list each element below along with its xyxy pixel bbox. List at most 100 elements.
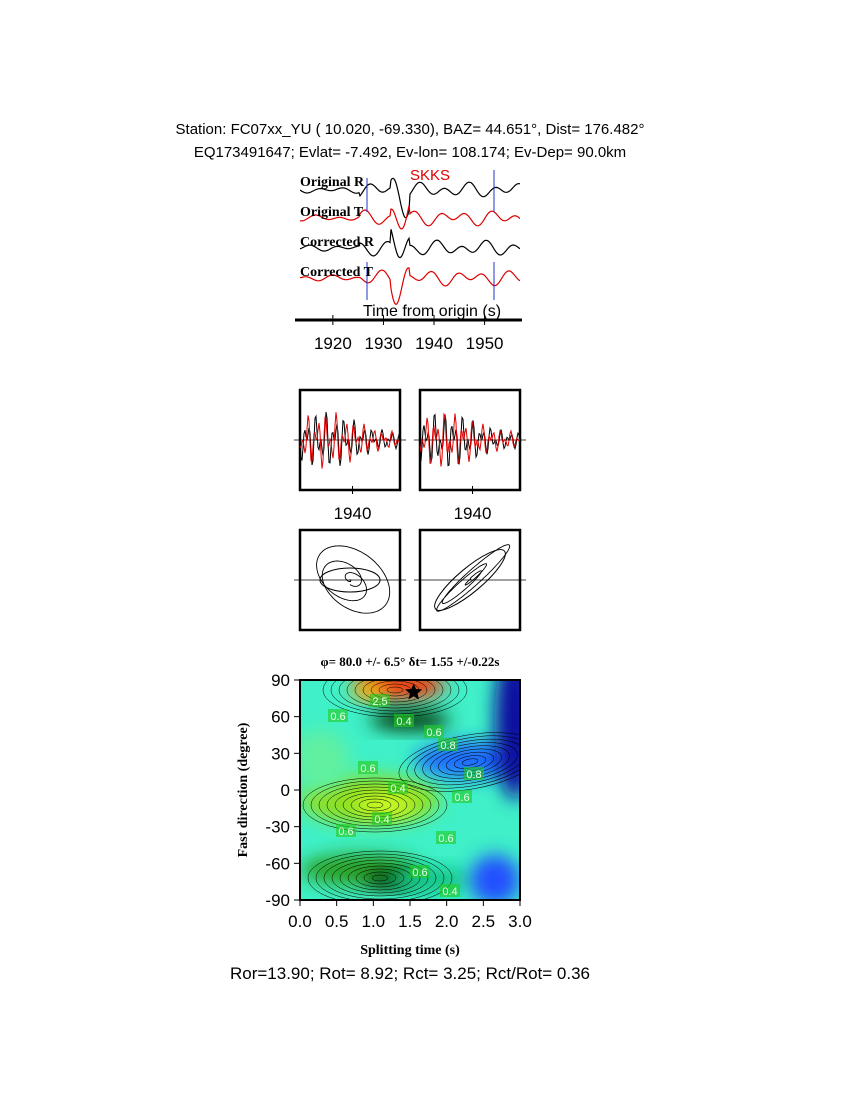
- contour-label-box: [438, 738, 458, 751]
- header-line: EQ173491647; Evlat= -7.492, Ev-lon= 108.…: [194, 144, 626, 161]
- contour-label-box: [394, 714, 414, 727]
- contour-line: [398, 732, 520, 792]
- contour-label: 0.6: [438, 833, 453, 845]
- contour-label-box: [358, 761, 378, 774]
- x-tick-label: 2.0: [435, 912, 459, 931]
- particle-path: [436, 544, 511, 612]
- contour-label-box: [328, 709, 348, 722]
- trace-label: Corrected R: [300, 235, 375, 250]
- contour-label: 0.6: [426, 727, 441, 739]
- traces: [300, 177, 520, 306]
- contour-line: [371, 874, 389, 882]
- contour-line: [461, 758, 479, 766]
- contour-line: [363, 871, 397, 885]
- contour-label-box: [388, 781, 408, 794]
- x-tick-label: 1920: [314, 334, 352, 353]
- contour-line: [355, 868, 405, 888]
- x-tick-label: 1940: [454, 504, 492, 523]
- contour-line: [307, 850, 453, 900]
- contour-label: 0.8: [440, 740, 455, 752]
- contour-line: [406, 735, 520, 789]
- contour-line: [386, 686, 404, 694]
- contour-label: 0.4: [374, 814, 389, 826]
- contour-label-box: [336, 824, 356, 837]
- particle-path: [316, 545, 391, 614]
- waveform: [300, 177, 520, 219]
- y-tick-label: -30: [265, 818, 290, 837]
- contour-label-box: [464, 767, 484, 780]
- best-fit-star: [405, 683, 423, 700]
- waveform: [420, 412, 520, 467]
- phase-label: SKKS: [410, 167, 450, 184]
- particle-ellipse: [434, 549, 506, 611]
- contour-line: [414, 738, 520, 786]
- x-tick-label: 1940: [334, 504, 372, 523]
- waveform: [300, 267, 520, 306]
- particle-motion: [316, 545, 391, 614]
- contour-line: [354, 680, 436, 706]
- contour-label-box: [436, 831, 456, 844]
- waveform: [300, 205, 520, 230]
- map-region: [300, 730, 350, 790]
- map-region: [355, 795, 415, 815]
- contour-label: 0.4: [390, 783, 405, 795]
- y-tick-label: 60: [271, 708, 290, 727]
- contour-line: [358, 798, 392, 812]
- x-tick-label: 1.0: [362, 912, 386, 931]
- contour-label: 0.4: [396, 716, 411, 728]
- waveform-overlay: [300, 411, 400, 469]
- y-tick-label: 0: [281, 781, 290, 800]
- contour-label: 0.6: [412, 867, 427, 879]
- x-tick-label: 1.5: [398, 912, 422, 931]
- map-region: [415, 742, 520, 778]
- grid-search-map: 0.62.50.40.60.80.80.60.40.60.40.60.60.60…: [300, 680, 520, 900]
- y-axis-label: Fast direction (degree): [236, 722, 251, 857]
- map-region: [495, 680, 520, 800]
- waveform: [300, 229, 520, 259]
- y-tick-label: 90: [271, 671, 290, 690]
- contour-line: [310, 780, 440, 830]
- contour-label: 2.5: [372, 696, 387, 708]
- waveform-overlay: [420, 412, 520, 467]
- contour-line: [318, 783, 432, 827]
- trace-label: Original R: [300, 175, 365, 190]
- y-tick-label: -60: [265, 854, 290, 873]
- contour-label: 0.4: [442, 886, 457, 898]
- y-tick-label: 30: [271, 744, 290, 763]
- contour-line: [366, 801, 384, 809]
- x-axis-label: Time from origin (s): [363, 303, 501, 320]
- x-axis-label: Splitting time (s): [360, 943, 460, 958]
- contour-line: [338, 680, 452, 712]
- x-tick-label: 1930: [365, 334, 403, 353]
- map-region: [470, 855, 520, 900]
- trace-label: Original T: [300, 205, 364, 220]
- contour-label: 0.6: [454, 792, 469, 804]
- contour-line: [346, 680, 444, 709]
- contour-label: 0.8: [466, 769, 481, 781]
- y-tick-label: -90: [265, 891, 290, 910]
- contour-line: [362, 680, 428, 703]
- particle-ellipse: [319, 567, 381, 593]
- header-line: Station: FC07xx_YU ( 10.020, -69.330), B…: [176, 121, 645, 138]
- waveform: [300, 411, 400, 466]
- x-tick-label: 1940: [415, 334, 453, 353]
- x-tick-label: 0.5: [325, 912, 349, 931]
- x-tick-label: 1950: [466, 334, 504, 353]
- x-tick-label: 3.0: [508, 912, 532, 931]
- footer: Ror=13.90; Rot= 8.92; Rct= 3.25; Rct/Rot…: [230, 964, 590, 983]
- contour-label-box: [452, 790, 472, 803]
- particle-motion: [434, 544, 511, 612]
- x-tick-label: 0.0: [288, 912, 312, 931]
- contour-label: 0.6: [360, 763, 375, 775]
- trace-label: Corrected T: [300, 265, 374, 280]
- contour-line: [315, 853, 445, 900]
- contour-label-box: [372, 812, 392, 825]
- waveform: [300, 412, 400, 469]
- contour-label-box: [370, 694, 390, 707]
- contour-label-box: [424, 725, 444, 738]
- contour-label: 0.6: [330, 711, 345, 723]
- contour-label-box: [440, 884, 460, 897]
- contour-line: [302, 777, 448, 833]
- grid-title: φ= 80.0 +/- 6.5° δt= 1.55 +/-0.22s: [321, 654, 500, 669]
